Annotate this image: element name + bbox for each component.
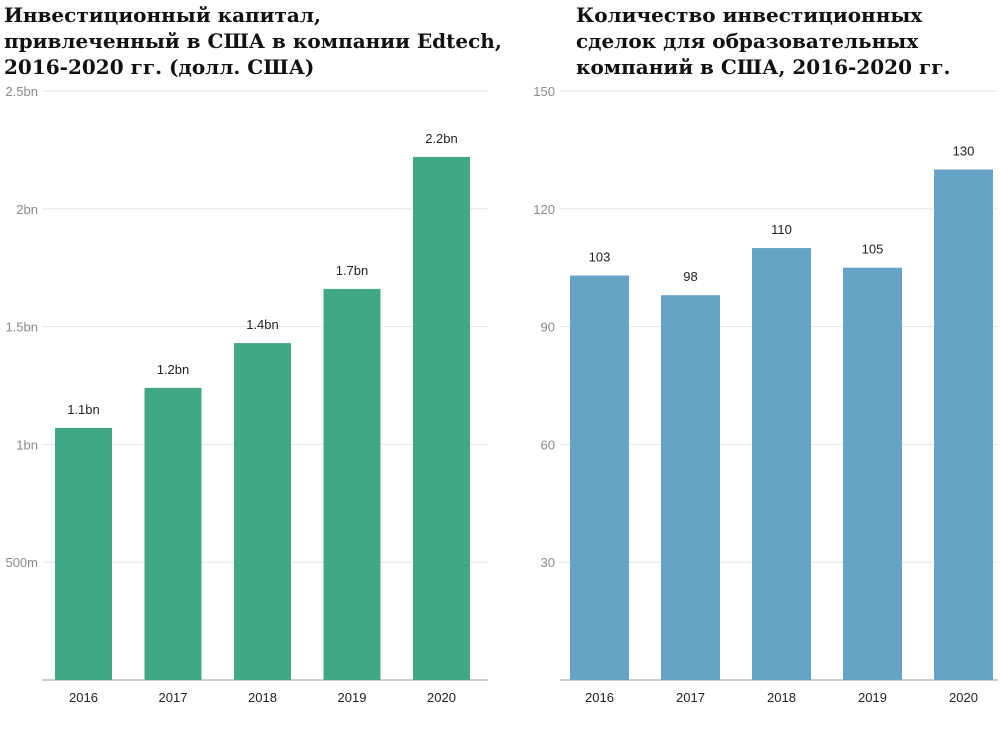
deals-bar-2019 (843, 267, 902, 680)
capital-y-tick-label: 2bn (16, 202, 38, 217)
capital-data-label-2017: 1.2bn (157, 362, 190, 377)
chart-title-deal-count: Количество инвестиционных сделок для обр… (576, 3, 951, 79)
deals-x-tick-label-2020: 2020 (949, 690, 978, 705)
capital-y-tick-label: 1bn (16, 437, 38, 452)
capital-x-tick-label-2020: 2020 (427, 690, 456, 705)
deals-bar-2020 (934, 169, 993, 681)
deals-data-label-2018: 110 (771, 222, 792, 237)
deals-data-label-2020: 130 (953, 144, 975, 159)
capital-data-label-2020: 2.2bn (425, 131, 458, 146)
capital-x-tick-label-2016: 2016 (69, 690, 98, 705)
deals-y-tick-label: 90 (541, 320, 555, 335)
capital-bar-2019 (323, 288, 381, 680)
chart-title-investment-capital: Инвестиционный капитал, привлеченный в С… (4, 3, 502, 79)
capital-data-label-2018: 1.4bn (246, 317, 279, 332)
capital-bar-2018 (234, 343, 291, 680)
capital-y-tick-label: 2.5bn (5, 84, 38, 99)
deals-y-tick-label: 150 (533, 84, 555, 99)
investment-capital-bar-chart: 500m 1bn 1.5bn 2bn 2.5bn 1.1bn 2016 1.2bn 2017 1.… (5, 84, 488, 705)
deals-x-tick-label-2017: 2017 (676, 690, 705, 705)
deals-data-label-2016: 103 (589, 250, 611, 265)
deals-x-tick-label-2019: 2019 (858, 690, 887, 705)
capital-x-tick-label-2018: 2018 (248, 690, 277, 705)
capital-bar-2020 (413, 156, 470, 680)
capital-bar-2017 (144, 387, 202, 680)
deals-bar-2017 (661, 295, 720, 680)
capital-data-label-2016: 1.1bn (67, 402, 100, 417)
deals-data-label-2019: 105 (862, 242, 884, 257)
deals-x-tick-label-2016: 2016 (585, 690, 614, 705)
capital-data-label-2019: 1.7bn (336, 263, 369, 278)
deals-bar-2018 (752, 248, 811, 681)
deals-y-tick-label: 120 (533, 202, 555, 217)
deals-y-tick-label: 30 (541, 555, 555, 570)
deals-y-tick-label: 60 (541, 437, 555, 452)
capital-bar-2016 (55, 427, 112, 680)
deals-bar-2016 (570, 275, 629, 680)
capital-x-tick-label-2019: 2019 (338, 690, 367, 705)
capital-x-tick-label-2017: 2017 (159, 690, 188, 705)
capital-y-tick-label: 1.5bn (5, 320, 38, 335)
deals-x-tick-label-2018: 2018 (767, 690, 796, 705)
deals-data-label-2017: 98 (683, 269, 697, 284)
capital-y-tick-label: 500m (5, 555, 38, 570)
